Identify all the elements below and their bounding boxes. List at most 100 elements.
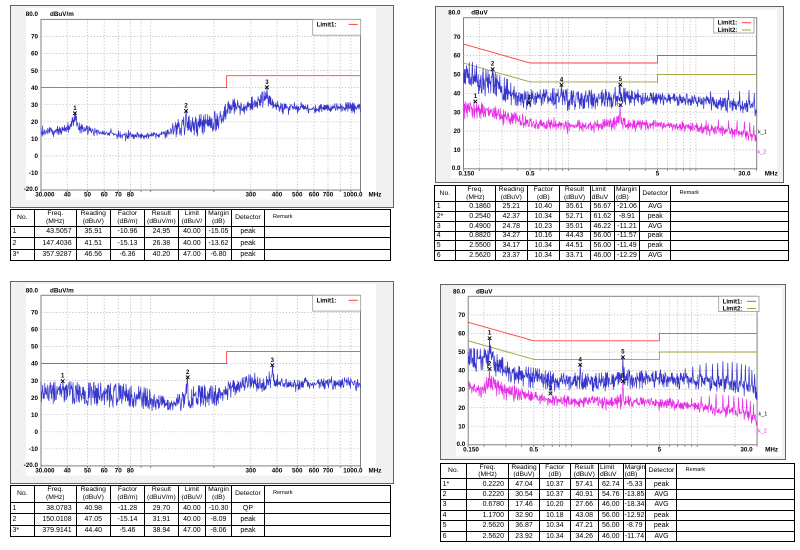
- svg-text:1: 1: [474, 93, 478, 99]
- svg-text:40: 40: [64, 192, 72, 199]
- svg-text:0: 0: [35, 429, 39, 436]
- svg-text:700: 700: [323, 467, 334, 474]
- svg-text:50: 50: [453, 71, 460, 78]
- svg-text:40: 40: [64, 467, 71, 474]
- svg-text:3: 3: [527, 95, 531, 101]
- svg-text:Limit2:: Limit2:: [723, 306, 743, 312]
- svg-text:300: 300: [246, 192, 257, 199]
- svg-text:5: 5: [619, 77, 623, 83]
- svg-text:-10: -10: [29, 446, 39, 453]
- svg-text:MHz: MHz: [765, 446, 778, 453]
- svg-text:70: 70: [458, 312, 465, 319]
- svg-text:70: 70: [115, 192, 123, 199]
- svg-text:600: 600: [309, 192, 320, 199]
- svg-text:-20.0: -20.0: [24, 186, 39, 193]
- svg-text:20: 20: [31, 395, 38, 402]
- svg-text:10: 10: [458, 423, 465, 430]
- svg-text:30: 30: [31, 378, 38, 385]
- svg-text:4: 4: [579, 357, 583, 363]
- svg-text:5: 5: [658, 446, 662, 453]
- svg-text:MHz: MHz: [369, 192, 382, 199]
- svg-text:Limit1:: Limit1:: [317, 22, 337, 28]
- svg-text:60: 60: [31, 51, 39, 58]
- svg-text:400: 400: [272, 192, 283, 199]
- svg-text:40: 40: [453, 90, 460, 97]
- svg-text:10: 10: [31, 136, 39, 143]
- svg-text:1: 1: [61, 374, 65, 380]
- svg-text:5: 5: [656, 170, 660, 177]
- svg-text:k_2: k_2: [758, 428, 767, 434]
- svg-text:20: 20: [31, 119, 39, 126]
- svg-text:30.0: 30.0: [740, 446, 753, 453]
- svg-text:30.000: 30.000: [35, 192, 55, 199]
- svg-text:-10: -10: [29, 170, 39, 177]
- svg-text:70: 70: [115, 467, 122, 474]
- svg-text:40: 40: [31, 361, 38, 368]
- svg-text:500: 500: [292, 467, 303, 474]
- svg-text:0.150: 0.150: [459, 170, 475, 177]
- svg-text:30: 30: [31, 102, 39, 109]
- svg-text:60: 60: [458, 330, 465, 337]
- svg-text:1: 1: [73, 106, 77, 112]
- svg-text:50: 50: [31, 68, 39, 75]
- svg-text:Limit2:: Limit2:: [718, 28, 738, 34]
- svg-text:50: 50: [84, 467, 91, 474]
- svg-text:20: 20: [453, 128, 460, 135]
- svg-text:80.0: 80.0: [26, 287, 39, 294]
- svg-text:60: 60: [101, 192, 109, 199]
- svg-text:2: 2: [186, 370, 190, 376]
- svg-text:3: 3: [549, 386, 553, 392]
- svg-text:80: 80: [127, 467, 134, 474]
- svg-text:60: 60: [101, 467, 108, 474]
- svg-text:4: 4: [560, 77, 564, 83]
- svg-text:700: 700: [323, 192, 334, 199]
- svg-text:1000.0: 1000.0: [343, 467, 363, 474]
- svg-text:0.5: 0.5: [526, 170, 535, 177]
- svg-text:3: 3: [271, 358, 275, 364]
- svg-text:k_1: k_1: [758, 411, 767, 417]
- svg-text:10: 10: [453, 147, 460, 154]
- svg-text:40: 40: [31, 85, 39, 92]
- svg-text:Limit1:: Limit1:: [317, 298, 337, 304]
- svg-text:0.0: 0.0: [456, 440, 465, 447]
- svg-text:5: 5: [621, 349, 625, 355]
- svg-text:30.0: 30.0: [738, 170, 751, 177]
- svg-text:dBuV: dBuV: [471, 9, 488, 16]
- svg-text:dBuV/m: dBuV/m: [50, 11, 74, 18]
- svg-text:0.150: 0.150: [463, 446, 479, 453]
- svg-text:20: 20: [458, 404, 465, 411]
- svg-text:MHz: MHz: [368, 467, 381, 474]
- svg-text:3: 3: [265, 80, 269, 86]
- svg-text:6: 6: [621, 373, 625, 379]
- svg-text:50: 50: [84, 192, 92, 199]
- svg-text:2: 2: [491, 61, 495, 67]
- svg-text:1000.0: 1000.0: [343, 192, 363, 199]
- svg-text:6: 6: [619, 97, 623, 103]
- svg-text:1: 1: [488, 330, 492, 336]
- svg-text:300: 300: [246, 467, 257, 474]
- svg-text:80.0: 80.0: [448, 9, 461, 16]
- svg-text:0: 0: [34, 153, 38, 160]
- svg-text:30: 30: [453, 109, 460, 116]
- svg-text:-20.0: -20.0: [24, 462, 39, 469]
- svg-text:k_2: k_2: [757, 149, 766, 155]
- svg-text:30.000: 30.000: [35, 467, 55, 474]
- svg-text:Limit1:: Limit1:: [718, 20, 738, 26]
- svg-text:500: 500: [292, 192, 303, 199]
- svg-text:2: 2: [184, 103, 188, 109]
- svg-text:80.0: 80.0: [26, 11, 39, 18]
- svg-text:0.5: 0.5: [529, 446, 538, 453]
- svg-text:80: 80: [127, 192, 135, 199]
- svg-text:70: 70: [453, 33, 460, 40]
- svg-text:50: 50: [458, 349, 465, 356]
- svg-text:600: 600: [309, 467, 320, 474]
- svg-text:60: 60: [453, 52, 460, 59]
- svg-text:Limit1:: Limit1:: [723, 299, 743, 305]
- svg-text:40: 40: [458, 367, 465, 374]
- svg-text:50: 50: [31, 344, 38, 351]
- svg-text:0.0: 0.0: [452, 164, 461, 171]
- svg-text:MHz: MHz: [765, 170, 778, 177]
- svg-text:10: 10: [31, 412, 38, 419]
- svg-text:2: 2: [488, 361, 492, 367]
- svg-text:400: 400: [272, 467, 283, 474]
